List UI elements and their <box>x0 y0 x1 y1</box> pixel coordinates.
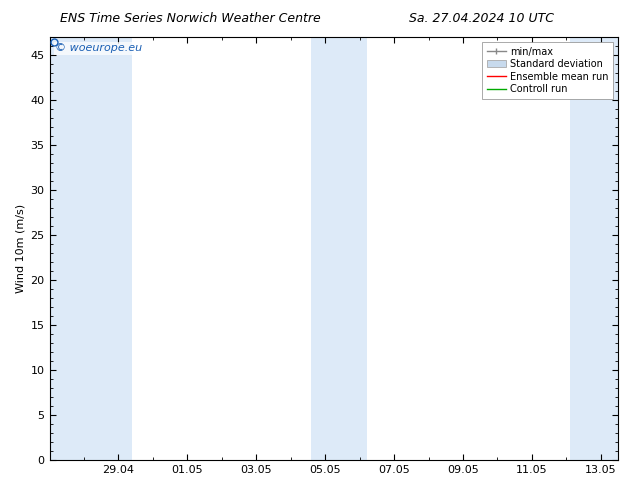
Text: ENS Time Series Norwich Weather Centre: ENS Time Series Norwich Weather Centre <box>60 12 321 25</box>
Y-axis label: Wind 10m (m/s): Wind 10m (m/s) <box>15 204 25 293</box>
Bar <box>49 37 133 460</box>
Text: Sa. 27.04.2024 10 UTC: Sa. 27.04.2024 10 UTC <box>410 12 554 25</box>
Text: © woeurope.eu: © woeurope.eu <box>55 44 143 53</box>
Bar <box>570 37 618 460</box>
Legend: min/max, Standard deviation, Ensemble mean run, Controll run: min/max, Standard deviation, Ensemble me… <box>482 42 613 99</box>
Bar <box>311 37 366 460</box>
